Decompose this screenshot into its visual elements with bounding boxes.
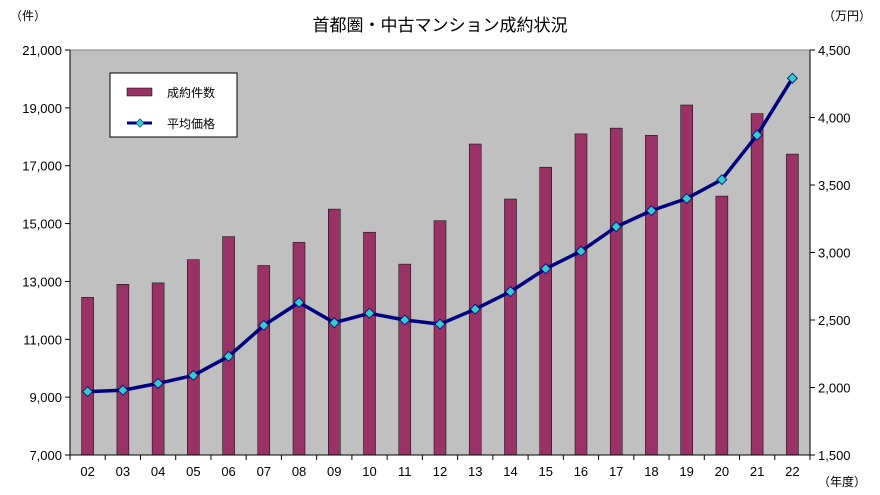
x-tick-label: 21 <box>750 464 764 479</box>
x-tick-label: 10 <box>362 464 376 479</box>
price-point-19 <box>681 192 693 205</box>
price-point-02 <box>82 386 94 398</box>
bar-03 <box>116 284 130 456</box>
price-point-07 <box>258 319 270 331</box>
price-point-22 <box>786 72 798 84</box>
bar-18 <box>645 135 658 456</box>
bar-14 <box>504 198 517 456</box>
right-tick-label: 4,500 <box>818 43 851 58</box>
bar-12 <box>433 220 447 456</box>
bar-11 <box>398 263 412 456</box>
price-point-15 <box>540 263 552 275</box>
price-point-12 <box>434 318 446 330</box>
x-tick-label: 16 <box>574 464 588 479</box>
bar-15 <box>539 166 552 456</box>
price-point-05 <box>187 369 199 381</box>
bar-22 <box>786 153 799 456</box>
left-axis-unit: （件） <box>10 9 46 23</box>
price-point-14 <box>504 286 517 298</box>
left-tick-label: 7,000 <box>29 448 62 463</box>
x-tick-label: 17 <box>609 464 623 479</box>
price-point-18 <box>645 205 657 217</box>
x-tick-label: 07 <box>257 464 271 479</box>
right-tick-label: 1,500 <box>818 448 851 463</box>
price-point-10 <box>363 307 376 319</box>
legend-bar-label: 成約件数 <box>167 85 215 100</box>
x-tick-label: 13 <box>468 464 482 479</box>
price-point-20 <box>716 174 728 186</box>
price-point-09 <box>328 317 340 329</box>
left-tick-label: 17,000 <box>22 159 62 174</box>
bar-20 <box>715 195 729 456</box>
x-tick-label: 02 <box>80 464 94 479</box>
right-tick-label: 3,000 <box>818 246 851 261</box>
x-tick-label: 05 <box>186 464 200 479</box>
legend-box <box>109 72 238 138</box>
x-tick-label: 04 <box>151 464 165 479</box>
legend-line-label: 平均価格 <box>167 116 215 131</box>
price-point-06 <box>223 350 235 362</box>
bar-06 <box>222 236 235 456</box>
left-tick-label: 21,000 <box>22 43 62 58</box>
legend: 成約件数 平均価格 <box>109 72 238 138</box>
x-tick-label: 11 <box>398 464 412 479</box>
x-tick-label: 14 <box>503 464 517 479</box>
price-point-13 <box>469 303 481 315</box>
bar-02 <box>81 297 94 456</box>
bar-series <box>81 104 799 456</box>
right-tick-label: 2,000 <box>818 381 851 396</box>
bar-21 <box>750 113 764 456</box>
bar-05 <box>187 259 200 456</box>
x-tick-label: 15 <box>538 464 552 479</box>
price-point-04 <box>152 377 164 389</box>
bar-07 <box>257 265 271 456</box>
bar-13 <box>468 143 482 456</box>
price-point-21 <box>751 129 763 141</box>
bar-08 <box>292 242 306 456</box>
bar-09 <box>328 208 341 456</box>
x-tick-label: 12 <box>433 464 447 479</box>
price-point-11 <box>399 314 411 326</box>
x-tick-label: 03 <box>116 464 130 479</box>
bar-19 <box>680 104 693 456</box>
left-tick-label: 11,000 <box>23 332 62 347</box>
x-tick-label: 20 <box>715 464 729 479</box>
bar-17 <box>609 127 623 456</box>
bar-10 <box>363 231 376 456</box>
axes: 7,000 9,000 11,000 13,000 15,000 17,000 19,000… <box>22 43 850 479</box>
legend-line-marker <box>135 118 145 128</box>
price-point-08 <box>293 296 305 309</box>
price-point-03 <box>117 384 129 396</box>
price-point-16 <box>575 245 587 257</box>
right-tick-label: 3,500 <box>818 178 851 193</box>
x-axis-unit: （年度） <box>818 474 866 489</box>
x-tick-label: 06 <box>221 464 235 479</box>
left-tick-label: 19,000 <box>22 101 62 116</box>
x-tick-label: 08 <box>292 464 306 479</box>
x-tick-label: 22 <box>785 464 799 479</box>
x-tick-label: 18 <box>644 464 658 479</box>
right-axis-unit: （万円） <box>823 9 871 23</box>
legend-bar-swatch <box>126 87 153 97</box>
right-tick-label: 2,500 <box>818 313 851 328</box>
left-tick-label: 13,000 <box>22 274 62 289</box>
bar-16 <box>574 133 588 456</box>
line-series <box>82 72 798 398</box>
x-tick-label: 19 <box>679 464 693 479</box>
bar-04 <box>151 282 165 456</box>
chart-title: 首都圏・中古マンション成約状況 <box>313 16 568 36</box>
right-tick-label: 4,000 <box>818 111 851 126</box>
left-tick-label: 15,000 <box>22 217 62 232</box>
x-tick-label: 09 <box>327 464 341 479</box>
left-tick-label: 9,000 <box>29 390 62 405</box>
price-point-17 <box>610 221 622 233</box>
